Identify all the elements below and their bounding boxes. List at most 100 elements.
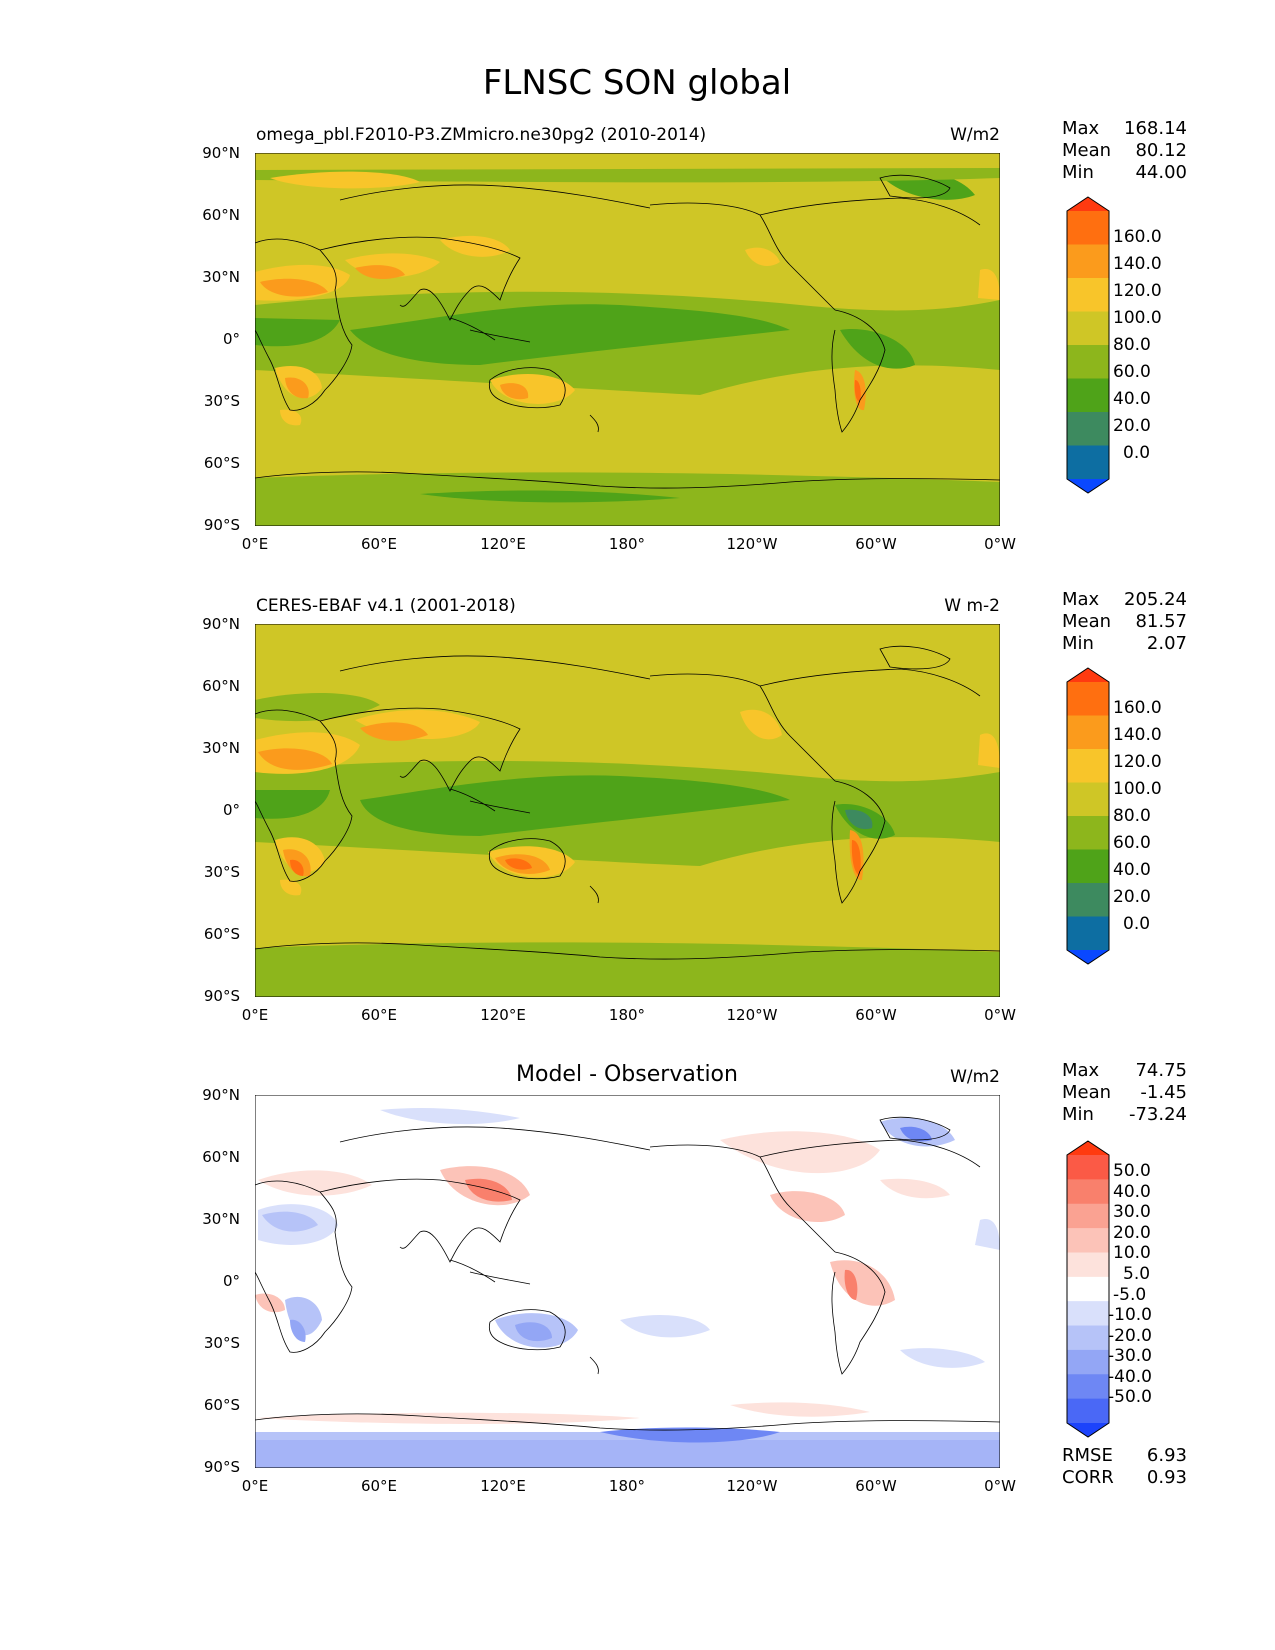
panel-left-title: CERES-EBAF v4.1 (2001-2018) [256, 596, 516, 616]
colorbar-label: 160.0 [1113, 227, 1162, 247]
colorbar-label: 20.0 [1113, 1223, 1151, 1243]
stat-value: 168.14 [1124, 118, 1187, 139]
panel-difference: Model - Observation W/m2 [202, 1060, 1187, 1495]
colorbar-swatch [1067, 782, 1109, 817]
panel-model: omega_pbl.F2010-P3.ZMmicro.ne30pg2 (2010… [202, 118, 1187, 553]
colorbar-label: 120.0 [1113, 281, 1162, 301]
colorbar-swatch [1067, 1203, 1109, 1229]
colorbar-label: 140.0 [1113, 725, 1162, 745]
x-tick-label: 180° [609, 1006, 645, 1024]
colorbar-swatches [1066, 667, 1110, 965]
panel-units: W m-2 [944, 596, 1000, 616]
colorbar-swatch [1067, 378, 1109, 413]
stats-box: Max 168.14 Mean 80.12 Min 44.00 [1062, 118, 1187, 183]
colorbar-swatch [1067, 197, 1109, 211]
colorbar-label: 40.0 [1113, 389, 1151, 409]
x-tick-label: 60°E [361, 1477, 397, 1495]
colorbar-swatch [1067, 278, 1109, 312]
panel-center-title: Model - Observation [516, 1062, 738, 1087]
colorbar-swatch [1067, 715, 1109, 750]
y-ticks: 90°N 60°N 30°N 0° 30°S 60°S 90°S [202, 144, 240, 534]
map-field [255, 153, 1000, 526]
colorbar-label: 5.0 [1123, 1264, 1150, 1284]
colorbar-label: 20.0 [1113, 887, 1151, 907]
metric-value: 6.93 [1147, 1445, 1187, 1466]
colorbar: 50.0 40.0 30.0 20.0 10.0 5.0 -5.0 -10.0 … [1066, 1140, 1152, 1438]
colorbar-label: 0.0 [1123, 443, 1150, 463]
stat-label: Max [1062, 589, 1100, 610]
colorbar-swatch [1067, 883, 1109, 917]
y-tick-label: 30°S [204, 1334, 240, 1352]
metrics-box: RMSE 6.93 CORR 0.93 [1062, 1445, 1187, 1488]
figure-title: FLNSC SON global [483, 63, 791, 103]
y-tick-label: 90°S [204, 516, 240, 534]
colorbar-swatch [1067, 1349, 1109, 1375]
colorbar-swatch [1067, 1252, 1109, 1278]
y-tick-label: 30°S [204, 863, 240, 881]
colorbar-label: 80.0 [1113, 806, 1151, 826]
colorbar-swatch [1067, 345, 1109, 379]
colorbar-swatch [1067, 749, 1109, 783]
x-tick-label: 120°E [480, 1006, 526, 1024]
colorbar-label: -30.0 [1108, 1346, 1152, 1366]
colorbar-swatch [1067, 211, 1109, 245]
colorbar-swatch [1067, 412, 1109, 446]
x-ticks: 0°E 60°E 120°E 180° 120°W 60°W 0°W [242, 1006, 1016, 1024]
colorbar-swatch [1067, 950, 1109, 964]
colorbar-swatch [1067, 1179, 1109, 1205]
x-tick-label: 0°W [984, 1477, 1016, 1495]
x-tick-label: 0°E [242, 1477, 269, 1495]
metric-label: RMSE [1062, 1445, 1113, 1466]
x-tick-label: 120°W [727, 1006, 778, 1024]
map-field [255, 1095, 1000, 1468]
y-tick-label: 30°S [204, 392, 240, 410]
colorbar-swatch [1067, 916, 1109, 951]
stat-label: Max [1062, 1060, 1100, 1081]
stat-value: 80.12 [1135, 140, 1187, 161]
colorbar-label: 50.0 [1113, 1161, 1151, 1181]
colorbar-swatch [1067, 445, 1109, 480]
panel-left-title: omega_pbl.F2010-P3.ZMmicro.ne30pg2 (2010… [256, 125, 706, 145]
stat-value: 2.07 [1147, 633, 1187, 654]
x-ticks: 0°E 60°E 120°E 180° 120°W 60°W 0°W [242, 1477, 1016, 1495]
y-tick-label: 30°N [202, 739, 240, 757]
colorbar-label: 100.0 [1113, 779, 1162, 799]
x-tick-label: 180° [609, 535, 645, 553]
colorbar-swatches [1066, 196, 1110, 494]
colorbar-swatch [1067, 1141, 1109, 1155]
colorbar-label: 160.0 [1113, 698, 1162, 718]
x-tick-label: 60°W [855, 535, 897, 553]
colorbar-label: -40.0 [1108, 1367, 1152, 1387]
colorbar-label: 120.0 [1113, 752, 1162, 772]
y-tick-label: 0° [223, 801, 240, 819]
colorbar-label: 0.0 [1123, 914, 1150, 934]
colorbar-swatch [1067, 849, 1109, 884]
y-tick-label: 60°N [202, 1148, 240, 1166]
y-ticks: 90°N 60°N 30°N 0° 30°S 60°S 90°S [202, 615, 240, 1005]
y-tick-label: 60°S [204, 925, 240, 943]
colorbar-swatch [1067, 1423, 1109, 1437]
y-tick-label: 90°N [202, 615, 240, 633]
panel-units: W/m2 [950, 1067, 1000, 1087]
colorbar-labels: 50.0 40.0 30.0 20.0 10.0 5.0 -5.0 -10.0 … [1108, 1161, 1152, 1407]
colorbar-label: 60.0 [1113, 833, 1151, 853]
x-tick-label: 60°W [855, 1006, 897, 1024]
colorbar-swatch [1067, 1325, 1109, 1351]
colorbar-labels: 160.0 140.0 120.0 100.0 80.0 60.0 40.0 2… [1113, 227, 1162, 463]
x-tick-label: 120°E [480, 1477, 526, 1495]
stat-value: -73.24 [1129, 1104, 1187, 1125]
x-tick-label: 120°E [480, 535, 526, 553]
colorbar-swatch [1067, 1374, 1109, 1400]
colorbar-label: -10.0 [1108, 1305, 1152, 1325]
colorbar-swatch [1067, 1276, 1109, 1302]
x-tick-label: 0°W [984, 1006, 1016, 1024]
y-ticks: 90°N 60°N 30°N 0° 30°S 60°S 90°S [202, 1086, 240, 1476]
colorbar-label: 20.0 [1113, 416, 1151, 436]
x-tick-label: 0°W [984, 535, 1016, 553]
stat-label: Min [1062, 633, 1094, 654]
colorbar-swatch [1067, 1155, 1109, 1180]
stat-value: 74.75 [1135, 1060, 1187, 1081]
colorbar-label: 30.0 [1113, 1202, 1151, 1222]
colorbar-label: 80.0 [1113, 335, 1151, 355]
